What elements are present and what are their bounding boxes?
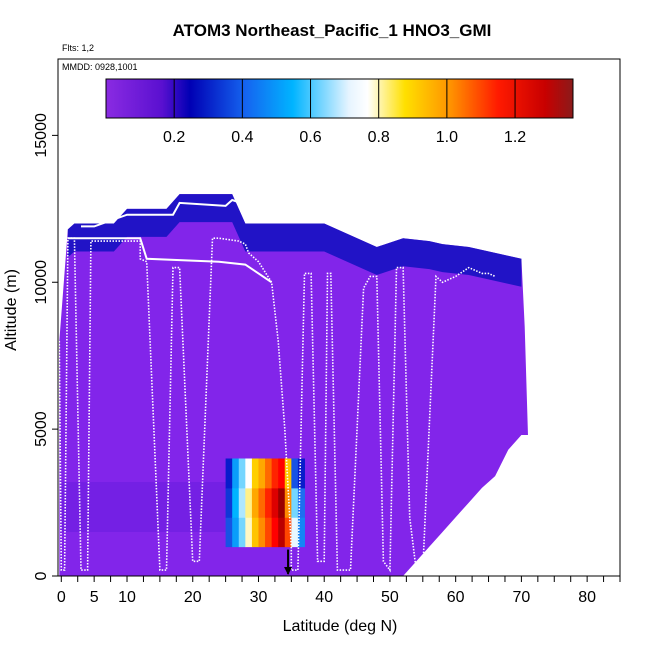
plume-cell <box>258 458 266 489</box>
plume-cell <box>251 458 259 489</box>
plume-cell <box>265 517 273 548</box>
field-upper-band <box>67 194 522 287</box>
y-tick-label: 10000 <box>33 260 50 305</box>
plume-cell <box>238 517 246 548</box>
plume-cell <box>225 458 233 489</box>
plume-cell <box>225 517 233 548</box>
plume-cell <box>278 487 286 518</box>
plume-cell <box>232 517 240 548</box>
plume-cell <box>271 458 279 489</box>
colorbar-gradient <box>105 78 574 119</box>
y-tick-label: 0 <box>33 571 50 580</box>
x-tick-label: 40 <box>315 589 333 606</box>
y-tick-label: 15000 <box>33 113 50 158</box>
plume-cell <box>232 487 240 518</box>
plume-cell <box>238 487 246 518</box>
x-tick-label: 70 <box>513 589 531 606</box>
marker-arrow-head <box>284 567 293 575</box>
colorbar-tick-label: 0.4 <box>231 129 253 146</box>
plume-cell <box>245 517 253 548</box>
x-axis-label: Latitude (deg N) <box>283 618 398 635</box>
plume-cell <box>297 487 305 518</box>
x-tick-label: 0 <box>57 589 66 606</box>
plot-area <box>58 194 528 576</box>
x-tick-label: 80 <box>578 589 596 606</box>
x-tick-label: 30 <box>250 589 268 606</box>
colorbar-tick-label: 1.0 <box>436 129 458 146</box>
chart-title: ATOM3 Northeast_Pacific_1 HNO3_GMI <box>173 21 492 40</box>
field-background <box>59 194 528 576</box>
plume-cell <box>291 487 299 518</box>
plume-cell <box>225 487 233 518</box>
colorbar: 0.2 0.4 0.6 0.8 1.0 1.2 <box>105 78 574 146</box>
y-tick-label: 5000 <box>33 411 50 447</box>
y-axis-label: Altitude (m) <box>3 269 20 351</box>
colorbar-tick-label: 1.2 <box>504 129 526 146</box>
plume-cell <box>297 517 305 548</box>
plume-cell <box>245 458 253 489</box>
plume-cell <box>291 458 299 489</box>
plume-cell <box>258 487 266 518</box>
colorbar-tick-label: 0.8 <box>368 129 390 146</box>
plume-cell <box>245 487 253 518</box>
flight-track-level-1 <box>67 237 273 284</box>
plume-cell <box>291 517 299 548</box>
plume-cell <box>284 517 292 548</box>
x-tick-label: 10 <box>118 589 136 606</box>
x-tick-label: 50 <box>381 589 399 606</box>
plume-cell <box>258 517 266 548</box>
plume-cell <box>271 517 279 548</box>
plume-cell <box>278 458 286 489</box>
chart-subtitle-flights: Flts: 1,2 <box>62 43 94 53</box>
chart-subtitle-dates: MMDD: 0928,1001 <box>62 62 138 72</box>
plot-frame <box>57 58 621 577</box>
colorbar-tick-label: 0.6 <box>299 129 321 146</box>
plume-cell <box>251 517 259 548</box>
plume-cell <box>265 487 273 518</box>
plume-cell <box>297 458 305 489</box>
colorbar-tick-label: 0.2 <box>163 129 185 146</box>
plume-cell <box>278 517 286 548</box>
plume-cell <box>232 458 240 489</box>
plume-cell <box>251 487 259 518</box>
x-tick-label: 20 <box>184 589 202 606</box>
flight-track-profile <box>58 237 496 573</box>
plume-cell <box>284 458 292 489</box>
axes: 0 5 10 20 30 40 50 60 70 80 0 5000 10000 15000 <box>33 58 621 606</box>
plume-cell <box>265 458 273 489</box>
flight-track-level-2 <box>81 198 279 228</box>
x-tick-label: 60 <box>447 589 465 606</box>
plume-cell <box>238 458 246 489</box>
x-tick-label: 5 <box>90 589 99 606</box>
plume-cell <box>271 487 279 518</box>
